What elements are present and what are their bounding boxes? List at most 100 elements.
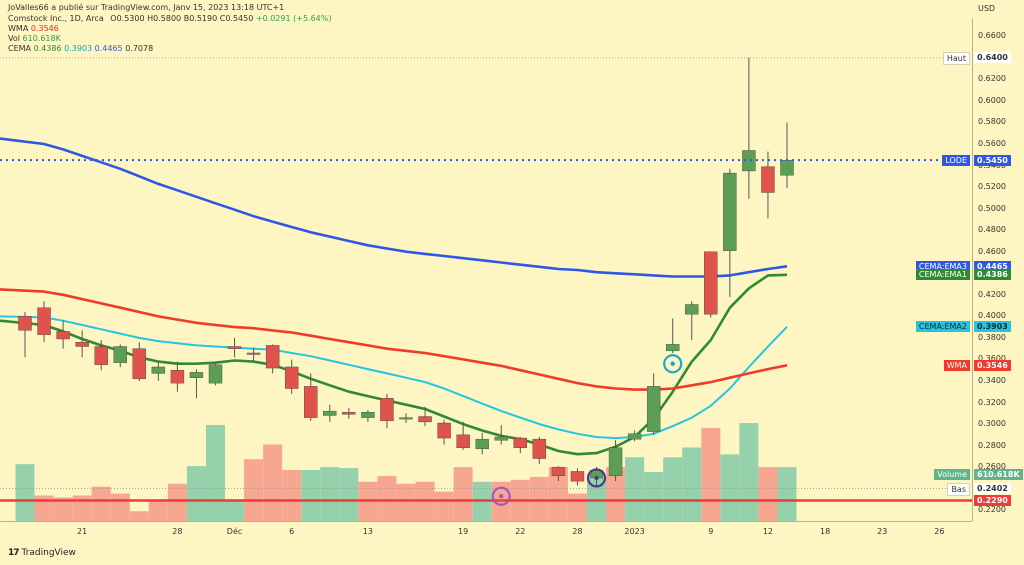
candle-body	[56, 331, 70, 340]
volume-bar	[720, 454, 740, 521]
candle-body	[265, 345, 280, 369]
time-tick-label: 22	[515, 527, 526, 536]
volume-bar	[148, 499, 168, 521]
price-tag-value: 0.4386	[974, 269, 1011, 281]
volume-bar	[663, 457, 683, 521]
volume-bar	[396, 483, 416, 521]
price-tag-value: 0.5450	[974, 154, 1011, 166]
time-tick-label: 28	[172, 527, 183, 536]
cema-legend-v4: 0.7078	[125, 44, 154, 53]
candle-body	[94, 346, 108, 366]
price-tick-label: 0.6200	[978, 74, 1006, 84]
price-tick-label: 0.3000	[978, 419, 1006, 429]
tradingview-brand-text: TradingView	[21, 548, 76, 558]
wma-legend[interactable]: WMA 0.3546	[8, 24, 59, 33]
cema-legend[interactable]: CEMA 0.4386 0.3903 0.4465 0.7078	[8, 44, 153, 53]
price-tick-label: 0.6000	[978, 95, 1006, 105]
ohlc-close: 0.5450	[225, 14, 254, 23]
candle-body	[323, 410, 337, 416]
vol-legend[interactable]: Vol 610.618K	[8, 34, 61, 43]
candles	[18, 57, 794, 488]
candle-body	[608, 447, 623, 476]
price-tick-label: 0.4000	[978, 311, 1006, 321]
price-tag-value: 610.618K	[974, 469, 1023, 481]
candle-body	[437, 422, 451, 439]
time-tick-label: 2023	[624, 527, 645, 536]
volume-bar	[282, 470, 302, 521]
candle-body	[18, 316, 32, 331]
ohlc-open-label: O	[110, 14, 117, 23]
volume-bar	[758, 467, 778, 521]
cema-legend-v1: 0.4386	[33, 44, 62, 53]
candle-body	[151, 366, 166, 374]
price-tag-label: Haut	[942, 52, 970, 66]
candle-body	[742, 150, 756, 172]
volume-bar	[777, 467, 797, 521]
signal-marker-ring	[491, 486, 511, 506]
candle-body	[170, 370, 185, 384]
price-tick-label: 0.5000	[978, 203, 1006, 213]
price-tag-label: LODE	[942, 154, 970, 166]
price-tag-label: Volume	[934, 469, 970, 481]
volume-bar	[682, 447, 702, 521]
price-tick-label: 0.2800	[978, 440, 1006, 450]
cema-legend-v2: 0.3903	[64, 44, 93, 53]
volume-bar	[301, 470, 321, 521]
candle-body	[456, 434, 470, 448]
signal-marker-ring	[586, 468, 607, 488]
signal-marker-dot	[670, 361, 675, 366]
price-tag-label: CEMA:EMA3	[915, 260, 970, 272]
volume-bar	[625, 457, 645, 521]
candle-body	[399, 417, 413, 420]
volume-bar	[72, 495, 92, 521]
price-tag-value: 0.3546	[974, 359, 1011, 371]
volume-bar	[644, 472, 664, 521]
volume-bar	[244, 459, 264, 521]
candle-body	[666, 344, 680, 352]
price-tick-label: 0.4800	[978, 225, 1006, 235]
volume-bar	[453, 467, 473, 521]
ohlc-high-label: H	[147, 14, 154, 23]
signal-markers	[491, 354, 683, 506]
signal-marker-ring	[663, 354, 683, 374]
candle-body	[685, 304, 699, 315]
time-tick-label: 6	[289, 527, 295, 536]
candle-body	[380, 398, 394, 422]
candle-body	[704, 251, 718, 315]
time-tick-label: 9	[708, 527, 714, 536]
price-tag-label: CEMA:EMA2	[915, 321, 970, 333]
vol-legend-label: Vol	[8, 34, 20, 43]
tradingview-brand[interactable]: 17 TradingView	[8, 548, 76, 558]
volume-bar	[34, 495, 54, 521]
time-tick-label: 12	[762, 527, 774, 536]
candle-body	[494, 436, 508, 441]
candle-body	[723, 172, 737, 251]
volume-bar	[320, 467, 340, 521]
time-axis[interactable]: 21 28 Déc 6 13 19 22 28 2023 9 12 18 23 26	[0, 521, 972, 544]
volume-bar	[548, 467, 568, 521]
price-tick-label: 0.5800	[978, 117, 1006, 127]
wma-legend-value: 0.3546	[30, 24, 59, 33]
time-tick-label: 28	[572, 527, 583, 536]
volume-bar	[53, 497, 73, 521]
price-tick-label: 0.3400	[978, 375, 1006, 385]
price-tick-label: 0.5600	[978, 139, 1006, 149]
signal-marker-dot	[594, 475, 599, 481]
series-line-cema-ema3	[0, 137, 788, 278]
candle-body	[113, 346, 127, 363]
ohlc-low-label: B	[183, 14, 190, 23]
cema-legend-v3: 0.4465	[94, 44, 123, 53]
ohlc-low: 0.5190	[189, 14, 218, 23]
candle-body	[532, 438, 547, 459]
volume-bar	[91, 486, 111, 521]
volume-bar	[701, 427, 721, 521]
volume-bars	[15, 423, 797, 521]
wma-legend-label: WMA	[8, 24, 29, 33]
vol-legend-value: 610.618K	[22, 34, 61, 43]
price-chart-plot[interactable]	[0, 0, 972, 543]
volume-bar	[186, 466, 206, 521]
candle-body	[646, 386, 661, 432]
candle-body	[37, 307, 51, 335]
price-tick-label: 0.5200	[978, 182, 1006, 192]
time-tick-label: 21	[77, 527, 88, 536]
